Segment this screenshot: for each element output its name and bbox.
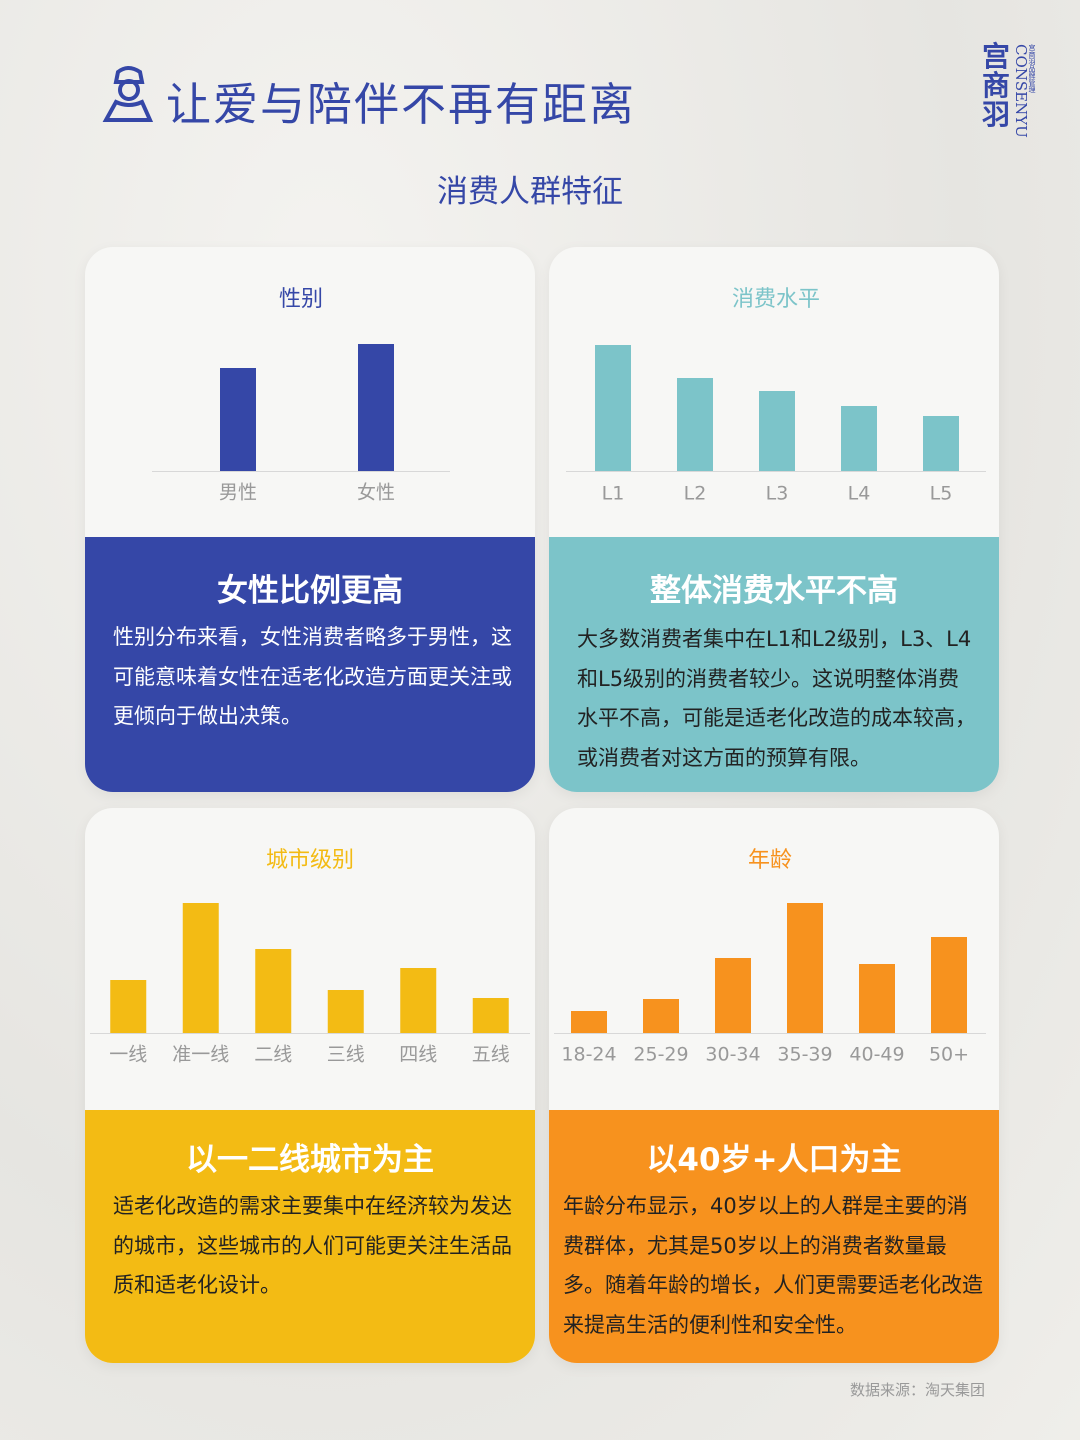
brand: 宫商羽 [982, 40, 1011, 131]
brand-small: 宫商羽品牌管理 [1028, 44, 1036, 93]
x-tick-label: 三线 [327, 1044, 365, 1066]
x-tick-label: L1 [602, 483, 625, 505]
card-heading: 以40岁+人口为主 [646, 1142, 902, 1178]
x-tick-label: L5 [930, 483, 953, 505]
brand-en: CONSENYU [1012, 44, 1030, 138]
x-tick-label: 四线 [399, 1044, 437, 1066]
chart-title: 城市级别 [266, 848, 354, 873]
x-tick-label: 二线 [254, 1044, 292, 1066]
card-gender: 女性比例更高 性别分布来看，女性消费者略多于男性，这可能意味着女性在适老化改造方… [85, 247, 535, 792]
bar [110, 980, 147, 1033]
bar [400, 968, 437, 1033]
bar [787, 903, 823, 1033]
page-subtitle: 消费人群特征 [437, 174, 623, 210]
bar [472, 998, 509, 1033]
bar [595, 345, 631, 471]
bar [931, 937, 967, 1033]
chart-title: 年龄 [748, 848, 792, 873]
bar [255, 949, 292, 1033]
card-text: 适老化改造的需求主要集中在经济较为发达的城市，这些城市的人们可能更关注生活品质和… [113, 1194, 512, 1297]
x-tick-label: 50+ [929, 1044, 969, 1066]
bar [358, 344, 394, 471]
x-tick-label: 18-24 [561, 1044, 616, 1066]
bar [859, 964, 895, 1033]
x-tick-label: 女性 [357, 482, 395, 504]
card-text: 年龄分布显示，40岁以上的人群是主要的消费群体，尤其是50岁以上的消费者数量最多… [563, 1194, 983, 1337]
x-tick-label: 35-39 [777, 1044, 832, 1066]
page-title: 让爱与陪伴不再有距离 [166, 78, 637, 131]
card-lower: 整体消费水平不高 大多数消费者集中在L1和L2级别，L3、L4和L5级别的消费者… [549, 537, 999, 792]
x-tick-label: 40-49 [849, 1044, 904, 1066]
card-heading: 女性比例更高 [217, 573, 403, 609]
x-tick-label: 五线 [472, 1044, 510, 1066]
x-tick-label: 30-34 [705, 1044, 760, 1066]
bar [182, 903, 219, 1033]
card-heading: 以一二线城市为主 [186, 1142, 434, 1178]
bar [677, 378, 713, 471]
x-tick-label: 25-29 [633, 1044, 688, 1066]
card-lower: 以40岁+人口为主 年龄分布显示，40岁以上的人群是主要的消费群体，尤其是50岁… [549, 1110, 999, 1363]
x-tick-label: 男性 [219, 482, 257, 504]
card-city: 以一二线城市为主 适老化改造的需求主要集中在经济较为发达的城市，这些城市的人们可… [85, 808, 535, 1363]
card-age: 以40岁+人口为主 年龄分布显示，40岁以上的人群是主要的消费群体，尤其是50岁… [549, 808, 999, 1363]
card-text: 大多数消费者集中在L1和L2级别，L3、L4和L5级别的消费者较少。这说明整体消… [577, 627, 976, 770]
bar [571, 1011, 607, 1033]
icon [102, 66, 154, 122]
bar [923, 416, 959, 471]
x-tick-label: 准一线 [172, 1044, 229, 1066]
chart-title: 性别 [279, 287, 323, 312]
bar [715, 958, 751, 1033]
card-lower: 女性比例更高 性别分布来看，女性消费者略多于男性，这可能意味着女性在适老化改造方… [85, 537, 535, 792]
x-tick-label: L2 [684, 483, 707, 505]
bar [841, 406, 877, 471]
bar [759, 391, 795, 471]
card-lower: 以一二线城市为主 适老化改造的需求主要集中在经济较为发达的城市，这些城市的人们可… [85, 1110, 535, 1363]
chart-title: 消费水平 [732, 287, 820, 312]
bar [327, 990, 364, 1033]
card-text: 性别分布来看，女性消费者略多于男性，这可能意味着女性在适老化改造方面更关注或更倾… [113, 625, 512, 728]
card-heading: 整体消费水平不高 [650, 573, 898, 609]
bar [220, 368, 256, 471]
x-tick-label: 一线 [109, 1044, 147, 1066]
x-tick-label: L3 [766, 483, 789, 505]
card-level: 整体消费水平不高 大多数消费者集中在L1和L2级别，L3、L4和L5级别的消费者… [549, 247, 999, 792]
bar [643, 999, 679, 1033]
source: 数据来源：淘天集团 [850, 1381, 986, 1399]
x-tick-label: L4 [848, 483, 871, 505]
